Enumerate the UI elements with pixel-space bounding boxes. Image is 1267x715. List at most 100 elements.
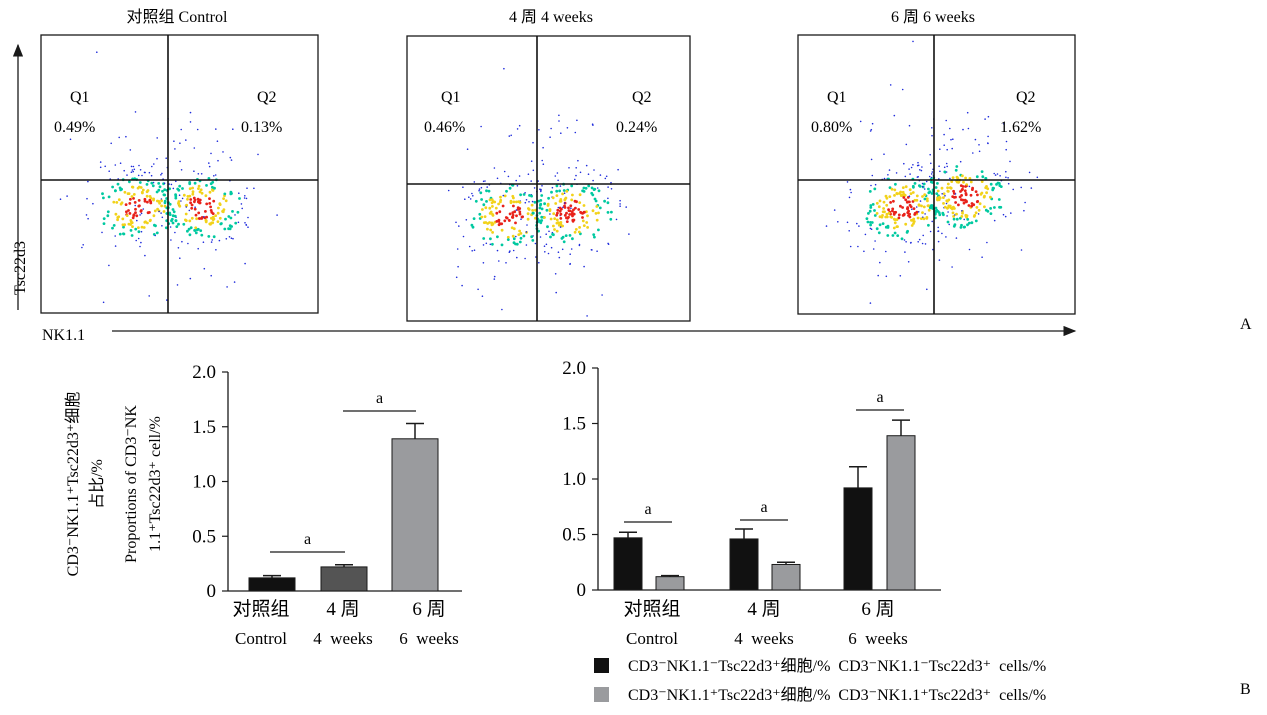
density-dot [561,248,564,251]
density-dot [585,221,589,224]
density-dot [971,188,974,192]
density-dot [125,210,128,214]
density-dot [927,187,930,191]
density-dot [170,239,172,241]
density-dot [213,186,216,190]
density-dot [553,228,556,231]
density-dot [606,211,610,214]
density-dot [228,227,232,231]
density-dot [202,241,205,243]
density-dot [140,241,142,244]
density-dot [127,222,131,226]
density-dot [117,198,121,202]
density-dot [512,237,516,241]
density-dot [964,213,968,217]
density-dot [129,197,132,201]
density-dot [850,191,852,194]
density-dot [180,200,182,202]
density-dot [895,172,898,174]
y-axis-title-en-1: Proportions of CD3⁻NK [123,405,140,563]
density-dot [887,211,891,215]
density-dot [967,204,971,207]
density-dot [574,228,578,231]
density-dot [911,208,913,211]
significance-label: a [376,390,383,407]
density-dot [870,158,873,161]
density-dot [960,223,963,227]
density-dot [455,276,458,279]
density-dot [59,198,62,200]
density-dot [592,124,594,126]
density-dot [196,128,199,131]
density-dot [556,172,559,174]
density-dot [584,186,588,190]
density-dot [915,194,919,198]
density-dot [172,210,176,214]
density-dot [968,185,971,188]
density-dot [564,234,568,238]
density-dot [943,205,947,209]
density-dot [575,174,577,177]
density-dot [871,174,874,177]
density-dot [136,219,138,222]
density-dot [967,127,970,130]
density-dot [106,214,110,218]
density-dot [132,197,135,200]
density-dot [503,170,506,173]
density-dot [542,146,544,149]
density-dot [877,274,879,277]
density-dot [581,219,585,223]
y-tick-label: 0 [577,580,587,601]
density-dot [508,186,512,190]
density-dot [123,169,125,172]
density-dot [526,212,530,216]
density-dot [548,230,550,233]
density-dot [197,187,200,191]
density-dot [483,215,487,219]
density-dot [545,243,548,246]
density-dot [556,211,559,215]
density-dot [878,215,882,219]
bar [613,537,643,591]
density-dot [930,176,933,179]
density-dot [986,209,990,213]
density-dot [228,224,232,228]
density-dot [929,153,931,156]
density-dot [212,235,216,239]
density-dot [573,230,577,234]
density-dot [524,257,526,260]
density-dot [532,169,535,172]
density-dot [489,210,493,214]
density-dot [515,179,517,182]
density-dot [195,217,199,221]
density-dot [563,202,566,204]
density-dot [903,239,906,241]
density-dot [246,187,248,189]
flow-plot-4-weeks: 4 周 4 weeks Q1 0.46% Q2 0.24% [406,9,691,322]
density-dot [542,163,545,165]
density-dot [946,148,948,151]
density-dot [127,192,131,196]
density-dot [534,208,537,212]
density-dot [558,209,562,213]
density-dot [983,205,986,209]
density-dot [869,221,872,224]
density-dot [247,226,249,228]
density-dot [490,223,494,227]
density-dot [902,196,906,199]
density-dot [213,175,215,177]
density-dot [580,211,583,215]
density-dot [141,188,145,192]
density-dot [912,220,916,223]
density-dot [155,190,159,194]
density-dot [196,227,200,231]
density-dot [999,175,1001,177]
density-dot [884,225,888,229]
density-dot [968,177,972,180]
density-dot [525,231,528,233]
density-dot [518,210,522,214]
density-dot [968,248,971,251]
density-dot [989,212,993,216]
density-dot [539,221,543,225]
